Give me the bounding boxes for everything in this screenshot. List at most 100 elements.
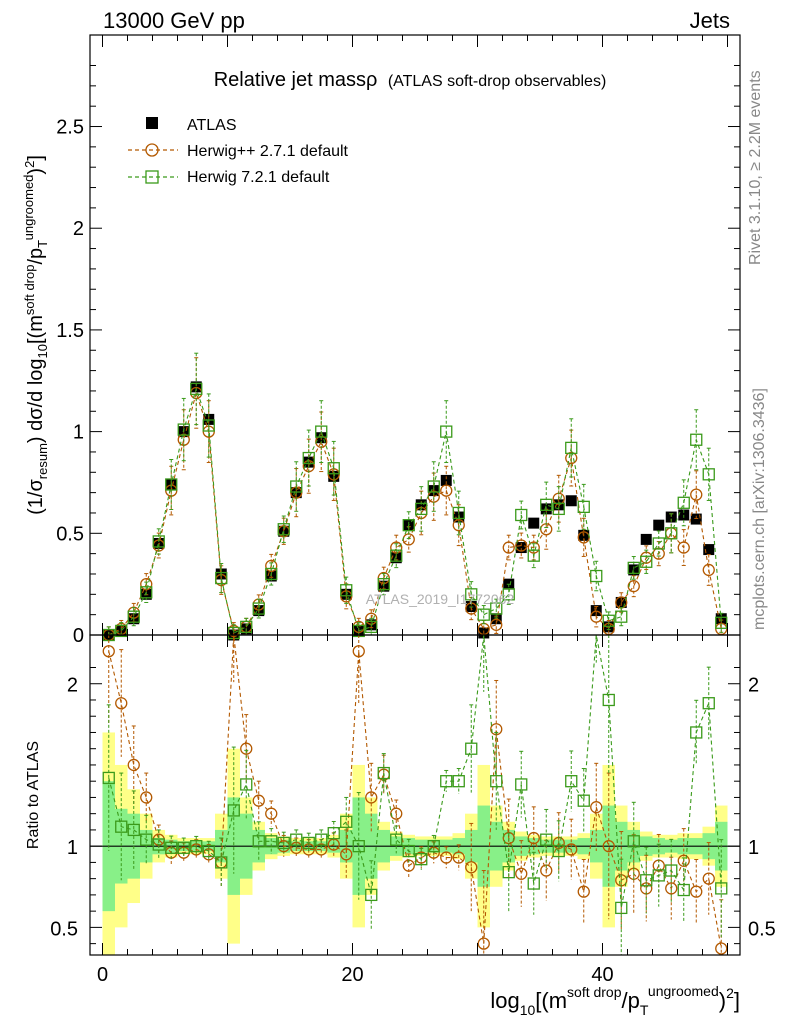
ratio-y-tick-label-right: 0.5: [748, 918, 776, 940]
ratio-herwigpp-point: [315, 843, 328, 856]
herwig7-point: [340, 584, 353, 597]
ratio-herwig7-point: [565, 775, 578, 788]
herwig7-point: [277, 523, 290, 536]
ratio-herwig7-point: [602, 693, 615, 707]
herwig7-point: [402, 519, 415, 532]
herwigpp-point: [440, 484, 453, 497]
herwig7-point: [215, 571, 228, 585]
ratio-herwig7-point: [440, 775, 453, 788]
herwig7-point: [665, 527, 678, 540]
ratio-herwig7-point: [252, 835, 265, 848]
ratio-herwig7-point: [627, 835, 640, 848]
ratio-herwig7-point: [265, 835, 278, 848]
main-y-tick-label: 1.5: [56, 320, 84, 342]
ratio-herwigpp-point: [677, 854, 690, 867]
atlas-point: [415, 499, 427, 511]
ratio-herwig7-point: [452, 775, 465, 788]
legend-label-herwigpp: Herwig++ 2.7.1 default: [187, 143, 349, 160]
ratio-herwig7-point: [665, 864, 678, 877]
herwig7-point: [590, 569, 603, 583]
herwigpp-point: [502, 541, 515, 554]
herwigpp-point: [515, 539, 528, 552]
herwig7-point: [377, 578, 390, 591]
ratio-herwigpp-point: [340, 848, 353, 861]
ratio-herwig7-point: [352, 840, 365, 853]
herwig7-point: [415, 502, 428, 516]
ratio-herwig7-point: [552, 844, 565, 858]
ratio-herwig7-point: [115, 820, 128, 833]
herwig7-point: [540, 498, 553, 511]
herwig7-point: [190, 382, 203, 396]
ratio-herwigpp-line: [108, 634, 722, 949]
ratio-herwig7-point: [715, 882, 728, 895]
ratio-data-layer: [90, 634, 740, 955]
ratio-herwig7-point: [140, 833, 153, 846]
ratio-herwigpp-point: [115, 697, 128, 710]
ratio-herwigpp-point: [452, 851, 465, 864]
main-data-layer: [102, 352, 728, 642]
herwig7-point: [515, 508, 528, 522]
ratio-herwig7-point: [577, 794, 590, 807]
herwigpp-point: [702, 563, 715, 577]
ratio-herwig7-point: [165, 841, 178, 854]
ratio-herwigpp-point: [365, 791, 378, 804]
ratio-herwigpp-point: [102, 645, 115, 658]
ratio-herwig7-point: [515, 778, 528, 791]
atlas-point: [640, 533, 652, 545]
mcplots-reference-label: mcplots.cern.ch [arXiv:1306.3436]: [751, 388, 768, 630]
plot-title-main: Relative jet massρ: [214, 69, 378, 91]
herwig7-line: [108, 387, 722, 636]
atlas-point: [615, 596, 627, 608]
main-y-tick-label: 1: [73, 422, 84, 444]
ratio-y-tick-label-left: 1: [67, 837, 78, 859]
ratio-herwig7-point: [390, 833, 403, 846]
ratio-herwig7-point: [702, 697, 715, 710]
x-tick-label: 20: [341, 964, 363, 986]
ratio-herwig7-point: [340, 815, 353, 828]
atlas-point: [440, 474, 452, 486]
herwig7-point: [265, 567, 278, 581]
ratio-herwig7-point: [202, 844, 215, 858]
herwig7-point: [177, 423, 190, 436]
herwig7-point: [477, 608, 490, 621]
ratio-herwigpp-point: [590, 801, 603, 814]
rivet-version-label: Rivet 3.1.10, ≥ 2.2M events: [747, 70, 764, 265]
ratio-y-axis-label: Ratio to ATLAS: [25, 741, 42, 849]
herwig7-point: [452, 506, 465, 520]
ratio-herwig7-point: [215, 856, 228, 869]
x-axis-label: log10[(msoft drop/pTungroomed)2]: [490, 983, 740, 1018]
ratio-herwig7-point: [177, 841, 190, 854]
ratio-axis-ticks: 0.5 0.51 12 20 20 40: [50, 635, 776, 986]
atlas-point: [703, 544, 715, 556]
ratio-herwig7-point: [465, 742, 478, 755]
herwig7-point: [165, 478, 178, 491]
main-y-tick-label: 0.5: [56, 523, 84, 545]
header-left: 13000 GeV pp: [103, 8, 245, 33]
herwig7-point: [715, 616, 728, 629]
legend-entry-herwigpp: Herwig++ 2.7.1 default: [128, 143, 349, 160]
x-tick-label: 40: [591, 964, 613, 986]
herwig7-point: [252, 602, 265, 615]
ratio-herwig7-point: [402, 844, 415, 858]
herwig7-point: [327, 462, 340, 475]
ratio-herwig7-point: [327, 827, 340, 840]
ratio-y-tick-label-right: 1: [748, 837, 759, 859]
herwig7-point: [690, 433, 703, 446]
plot-title-sub: (ATLAS soft-drop observables): [388, 73, 606, 90]
legend-entry-herwig7: Herwig 7.2.1 default: [128, 169, 330, 186]
ratio-herwigpp-point: [265, 807, 278, 820]
herwigpp-point: [590, 610, 603, 623]
ratio-y-tick-label-left: 2: [67, 675, 78, 697]
legend-label-herwig7: Herwig 7.2.1 default: [187, 169, 330, 186]
ratio-herwig7-point: [365, 888, 378, 902]
herwigpp-point: [627, 580, 640, 593]
herwig7-point: [440, 425, 453, 438]
herwig7-point: [427, 480, 440, 493]
herwig7-point: [152, 535, 165, 548]
herwig7-point: [640, 555, 653, 568]
herwig7-point: [315, 425, 328, 438]
herwigpp-point: [452, 519, 465, 532]
herwig7-point: [502, 588, 515, 601]
atlas-point: [565, 495, 577, 507]
